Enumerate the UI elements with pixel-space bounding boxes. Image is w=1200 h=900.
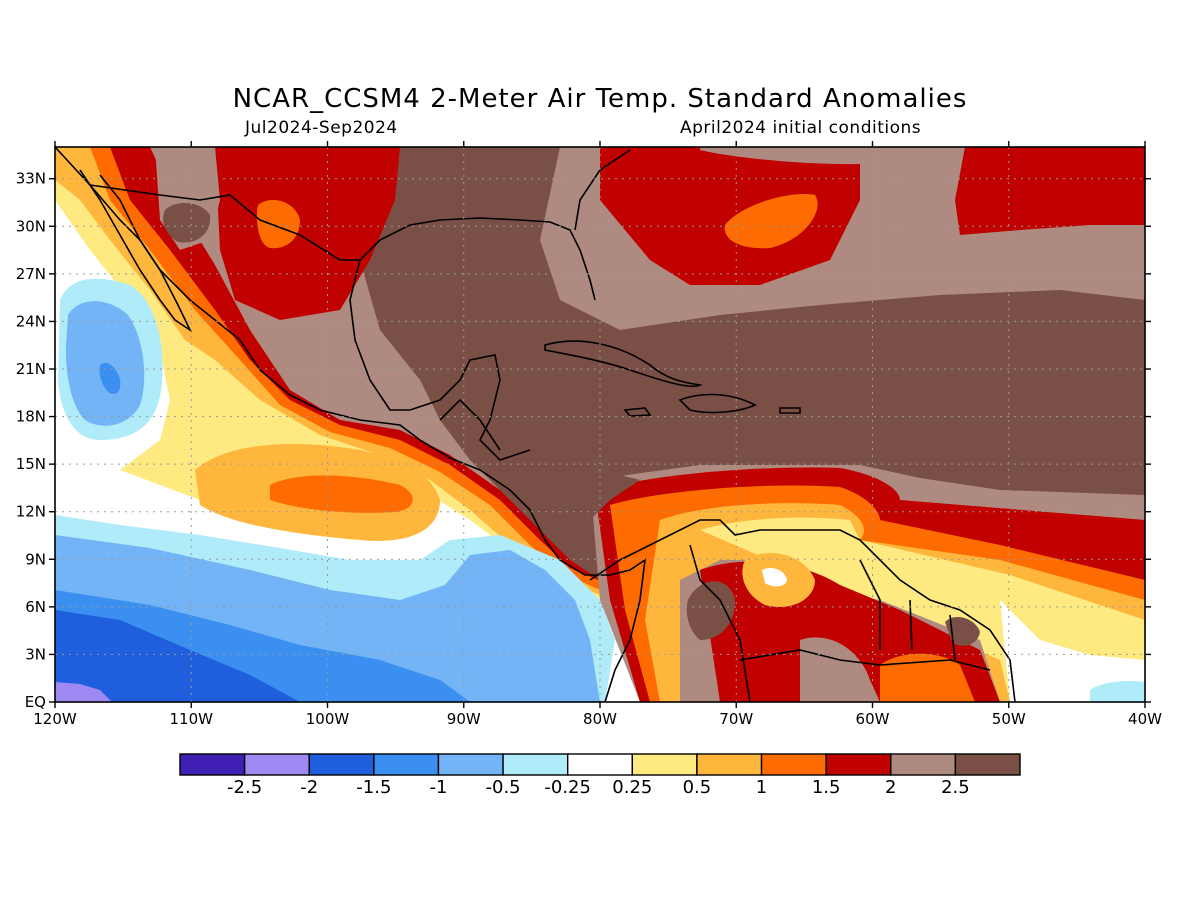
brazil-border bbox=[739, 649, 991, 671]
colorbar-label: -1 bbox=[429, 777, 447, 798]
coastlines bbox=[55, 147, 1016, 702]
lon-tick-label: 60W bbox=[856, 710, 890, 728]
anomaly-fill-south-america-brown-east bbox=[945, 617, 980, 646]
lat-tick-label: 3N bbox=[25, 645, 46, 663]
colorbar-label: 1 bbox=[756, 777, 767, 798]
anomaly-fill-south-america-orange bbox=[880, 653, 975, 702]
anomaly-fill-atlantic-north-orange bbox=[724, 194, 818, 249]
guyana-suriname-border bbox=[909, 599, 913, 651]
venezuela-guyana-border bbox=[859, 559, 881, 650]
anomaly-fill-mexico-red bbox=[215, 147, 400, 320]
colorbar-swatch bbox=[631, 753, 698, 776]
lat-tick-label: 6N bbox=[25, 598, 46, 616]
south-america-north-coast bbox=[589, 519, 1016, 702]
suriname-french-guiana-border bbox=[949, 614, 956, 661]
puerto-rico-coastline bbox=[779, 407, 801, 414]
anomaly-fill-pacific-blue bbox=[55, 610, 300, 702]
colorbar-swatch bbox=[566, 753, 634, 776]
anomaly-fill-baja-cool-center bbox=[99, 362, 121, 394]
anomaly-fill-amazon-taupe bbox=[800, 637, 880, 702]
colorbar-swatch bbox=[179, 753, 246, 776]
mexico-central-america-border bbox=[439, 398, 501, 451]
lon-tick-label: 120W bbox=[33, 710, 77, 728]
gulf-coast-mexico bbox=[349, 259, 531, 461]
lat-tick-label: 12N bbox=[16, 503, 46, 521]
colorbar-swatch bbox=[437, 753, 504, 776]
lat-tick-label: 24N bbox=[16, 312, 46, 330]
lat-tick-label: 21N bbox=[16, 360, 46, 378]
colorbar-label: -0.25 bbox=[544, 777, 591, 798]
hispaniola-coastline bbox=[678, 393, 757, 414]
us-east-coast bbox=[574, 149, 631, 231]
colorbar-swatch bbox=[760, 753, 827, 776]
anomaly-fill-atlantic-north-taupe-gap bbox=[700, 147, 910, 165]
lon-tick-label: 80W bbox=[583, 710, 617, 728]
lon-tick-label: 100W bbox=[306, 710, 350, 728]
colorbar-label: 1.5 bbox=[812, 777, 841, 798]
lon-tick-label: 110W bbox=[170, 710, 214, 728]
colorbar-swatch bbox=[825, 753, 892, 776]
lat-tick-label: EQ bbox=[25, 693, 46, 711]
us-gulf-coast bbox=[359, 217, 596, 301]
anomaly-fill-caribbean-south-white bbox=[1000, 600, 1145, 702]
lat-tick-label: 27N bbox=[16, 265, 46, 283]
colorbar-swatch bbox=[954, 753, 1021, 776]
graticule bbox=[55, 147, 1145, 702]
pacific-coastline bbox=[55, 147, 647, 702]
anomaly-fill-pacific-lavender bbox=[55, 682, 112, 702]
lat-tick-label: 30N bbox=[16, 217, 46, 235]
colorbar-swatch bbox=[502, 753, 569, 776]
anomaly-fill-mexico-orange bbox=[256, 200, 300, 249]
mexico-us-border bbox=[89, 184, 360, 261]
initial-conditions: April2024 initial conditions bbox=[680, 118, 922, 138]
lat-tick-label: 15N bbox=[16, 455, 46, 473]
anomaly-fill-northwest-brown bbox=[163, 203, 211, 243]
colorbar-swatch bbox=[373, 753, 440, 776]
lat-tick-label: 18N bbox=[16, 408, 46, 426]
lat-tick-label: 9N bbox=[25, 550, 46, 568]
chart-title: NCAR_CCSM4 2-Meter Air Temp. Standard An… bbox=[232, 84, 968, 114]
lon-tick-label: 40W bbox=[1128, 710, 1162, 728]
lon-tick-label: 70W bbox=[719, 710, 753, 728]
anomaly-fill-south-america-brown-west bbox=[686, 581, 735, 640]
colorbar-label: 2 bbox=[885, 777, 896, 798]
jamaica-coastline bbox=[623, 407, 652, 417]
lat-tick-label: 33N bbox=[16, 170, 46, 188]
lon-tick-label: 50W bbox=[992, 710, 1026, 728]
colorbar-label: 2.5 bbox=[941, 777, 970, 798]
colorbar-label: -2.5 bbox=[227, 777, 262, 798]
anomaly-fill-south-america-white bbox=[762, 568, 787, 587]
colorbar-label: 0.25 bbox=[612, 777, 652, 798]
colorbar-label: -1.5 bbox=[356, 777, 391, 798]
anomaly-fill-central-america-brown bbox=[520, 420, 640, 545]
anomaly-fill-tropical-warm-orange bbox=[270, 475, 413, 513]
colorbar: -2.5 -2 -1.5 -1 -0.5 -0.25 0.25 0.5 1 1.5 2 2.5 bbox=[179, 753, 1021, 798]
anomaly-map bbox=[55, 147, 1145, 702]
anomaly-fill-atlantic-north-red-east bbox=[955, 147, 1145, 235]
colorbar-label: -0.5 bbox=[486, 777, 521, 798]
cuba-coastline bbox=[544, 340, 703, 388]
colorbar-label: 0.5 bbox=[683, 777, 712, 798]
colorbar-label: -2 bbox=[300, 777, 318, 798]
baja-peninsula-coastline bbox=[79, 169, 192, 333]
colorbar-swatch bbox=[696, 753, 763, 776]
colombia-venezuela-border bbox=[689, 544, 751, 702]
anomaly-fill-caribbean-south-paleblue bbox=[1090, 680, 1145, 702]
anomaly-fill-atlantic-north-red-west bbox=[600, 147, 860, 285]
colorbar-swatch bbox=[243, 753, 310, 776]
colorbar-swatch bbox=[890, 753, 957, 776]
colorbar-swatch bbox=[308, 753, 375, 776]
forecast-period: Jul2024-Sep2024 bbox=[245, 118, 398, 138]
lon-tick-label: 90W bbox=[447, 710, 481, 728]
